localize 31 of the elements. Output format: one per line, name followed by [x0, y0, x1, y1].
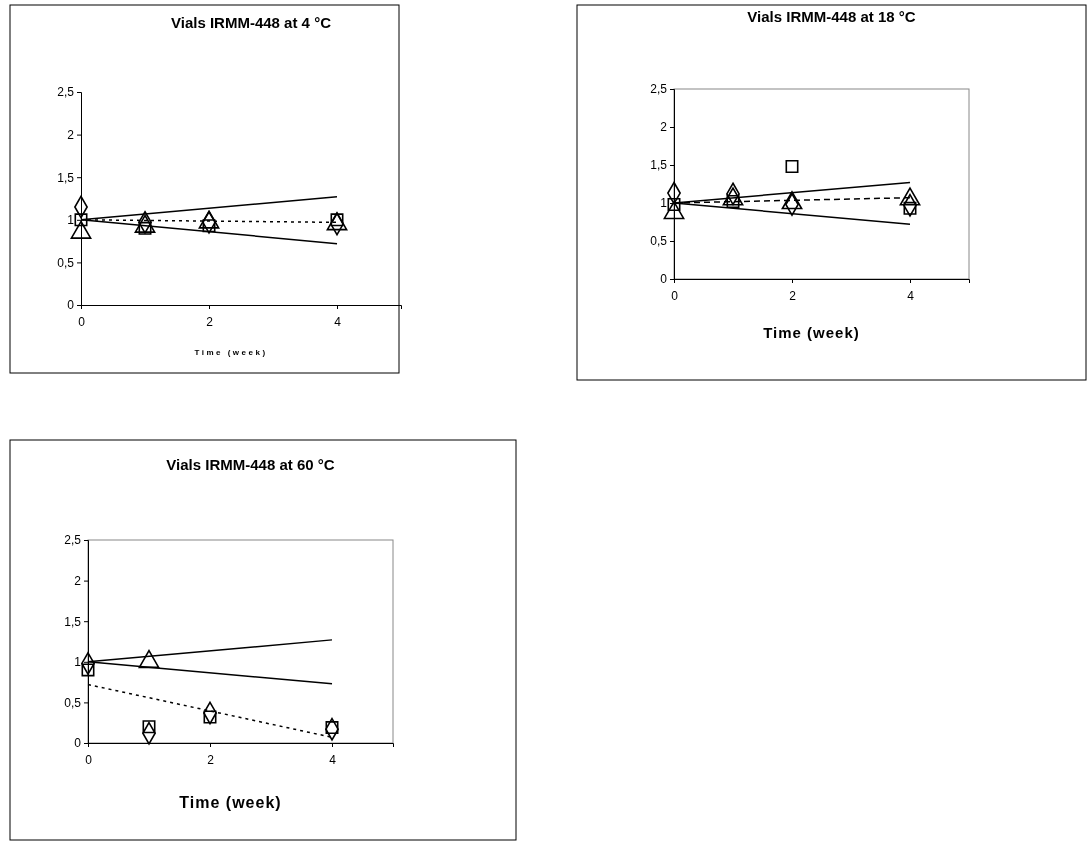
x-tick-label: 4 — [334, 315, 342, 330]
y-tick-label: 2 — [660, 120, 668, 135]
y-tick-label: 2,5 — [57, 85, 75, 100]
y-tick-label: 1,5 — [57, 170, 75, 185]
x-tick-label: 2 — [207, 753, 215, 768]
y-tick-label: 0,5 — [650, 234, 668, 249]
x-tick-label: 4 — [907, 289, 915, 304]
chart-title: Vials IRMM-448 at 4 °C — [171, 14, 332, 31]
y-tick-label: 0,5 — [64, 695, 82, 710]
chart-title: Vials IRMM-448 at 18 °C — [747, 8, 916, 25]
x-tick-label: 0 — [671, 289, 679, 304]
y-tick-label: 1 — [67, 213, 75, 228]
y-tick-label: 1 — [74, 655, 82, 670]
y-tick-label: 1,5 — [64, 614, 82, 629]
x-tick-label: 0 — [85, 753, 93, 768]
y-tick-label: 0,5 — [57, 255, 75, 270]
chart-title: Vials IRMM-448 at 60 °C — [166, 456, 335, 473]
x-tick-label: 2 — [206, 315, 214, 330]
y-tick-label: 0 — [74, 736, 82, 751]
x-tick-label: 4 — [329, 753, 337, 768]
y-tick-label: 2,5 — [64, 533, 82, 548]
y-tick-label: 2,5 — [650, 82, 668, 97]
x-tick-label: 2 — [789, 289, 797, 304]
y-tick-label: 0 — [660, 272, 668, 287]
x-axis-title: Time (week) — [763, 324, 860, 341]
y-tick-label: 2 — [67, 127, 75, 142]
y-tick-label: 2 — [74, 573, 82, 588]
x-axis-title: Time (week) — [179, 794, 282, 811]
x-axis-title: Time (week) — [194, 348, 268, 357]
y-tick-label: 1 — [660, 196, 668, 211]
y-tick-label: 1,5 — [650, 158, 668, 173]
